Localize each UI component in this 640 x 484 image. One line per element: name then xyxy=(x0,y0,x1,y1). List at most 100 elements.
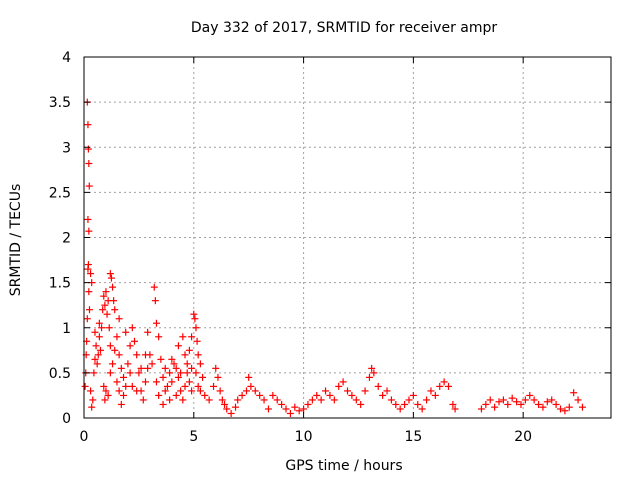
data-point xyxy=(95,333,103,341)
data-point xyxy=(91,328,99,336)
data-point xyxy=(561,407,569,415)
y-tick-label-4: 2 xyxy=(62,231,71,247)
data-point xyxy=(335,382,343,390)
data-point xyxy=(513,398,521,406)
x-tick-label-0: 0 xyxy=(80,429,89,445)
data-point xyxy=(291,403,299,411)
data-point xyxy=(152,319,160,327)
data-point xyxy=(578,403,586,411)
data-point xyxy=(396,405,404,413)
data-point xyxy=(192,324,200,332)
data-point xyxy=(84,145,92,153)
data-point xyxy=(352,396,360,404)
data-point xyxy=(179,396,187,404)
data-point xyxy=(242,387,250,395)
data-point xyxy=(111,306,119,314)
data-point xyxy=(322,387,330,395)
data-point xyxy=(120,391,128,399)
data-point xyxy=(131,337,139,345)
data-point xyxy=(150,283,158,291)
data-point xyxy=(139,396,147,404)
data-point xyxy=(508,394,516,402)
data-point xyxy=(495,398,503,406)
data-point xyxy=(451,405,459,413)
data-point xyxy=(188,364,196,372)
data-point xyxy=(232,403,240,411)
data-point xyxy=(300,405,308,413)
data-point xyxy=(409,391,417,399)
data-point xyxy=(87,270,95,278)
data-point xyxy=(570,389,578,397)
data-point xyxy=(109,283,117,291)
data-point xyxy=(133,351,141,359)
data-point xyxy=(273,396,281,404)
data-point xyxy=(124,360,132,368)
data-point xyxy=(109,360,117,368)
data-point xyxy=(137,364,145,372)
data-point xyxy=(423,396,431,404)
data-point xyxy=(141,378,149,386)
data-point xyxy=(117,364,125,372)
data-point xyxy=(105,324,113,332)
data-point xyxy=(348,391,356,399)
data-point xyxy=(194,382,202,390)
data-point xyxy=(414,400,422,408)
y-tick-label-7: 3.5 xyxy=(49,95,71,111)
data-point xyxy=(210,382,218,390)
data-point xyxy=(535,400,543,408)
data-point xyxy=(365,373,373,381)
data-point xyxy=(304,400,312,408)
data-point xyxy=(110,297,118,305)
data-point xyxy=(486,396,494,404)
x-tick-label-3: 15 xyxy=(404,429,422,445)
data-point xyxy=(161,364,169,372)
data-point xyxy=(188,387,196,395)
data-point xyxy=(401,400,409,408)
data-point xyxy=(94,351,102,359)
chart-title: Day 332 of 2017, SRMTID for receiver amp… xyxy=(191,20,498,36)
data-point xyxy=(339,378,347,386)
data-point xyxy=(286,409,294,417)
data-point xyxy=(174,342,182,350)
data-point xyxy=(117,400,125,408)
data-point xyxy=(128,324,136,332)
data-points xyxy=(81,98,586,417)
data-point xyxy=(104,391,112,399)
data-point xyxy=(84,215,92,223)
data-point xyxy=(95,319,103,327)
data-point xyxy=(133,387,141,395)
data-point xyxy=(205,396,213,404)
data-point xyxy=(122,382,130,390)
plot-frame xyxy=(83,56,612,419)
data-point xyxy=(161,387,169,395)
data-point xyxy=(177,369,185,377)
data-point xyxy=(179,333,187,341)
data-point xyxy=(477,405,485,413)
data-point xyxy=(183,369,191,377)
data-point xyxy=(330,396,338,404)
data-point xyxy=(89,396,97,404)
data-point xyxy=(85,182,93,190)
data-point xyxy=(295,407,303,415)
data-point xyxy=(192,369,200,377)
data-point xyxy=(565,403,573,411)
grid xyxy=(84,57,611,418)
data-point xyxy=(111,346,119,354)
data-point xyxy=(115,315,123,323)
data-point xyxy=(113,378,121,386)
data-point xyxy=(168,378,176,386)
data-point xyxy=(188,333,196,341)
data-point xyxy=(282,405,290,413)
data-point xyxy=(223,405,231,413)
data-point xyxy=(101,301,109,309)
data-point xyxy=(107,274,115,282)
y-tick-label-5: 2.5 xyxy=(49,185,71,201)
data-point xyxy=(84,121,92,129)
data-point xyxy=(552,400,560,408)
data-point xyxy=(548,396,556,404)
data-point xyxy=(199,373,207,381)
y-tick-label-6: 3 xyxy=(62,140,71,156)
data-point xyxy=(106,342,114,350)
data-point xyxy=(517,400,525,408)
